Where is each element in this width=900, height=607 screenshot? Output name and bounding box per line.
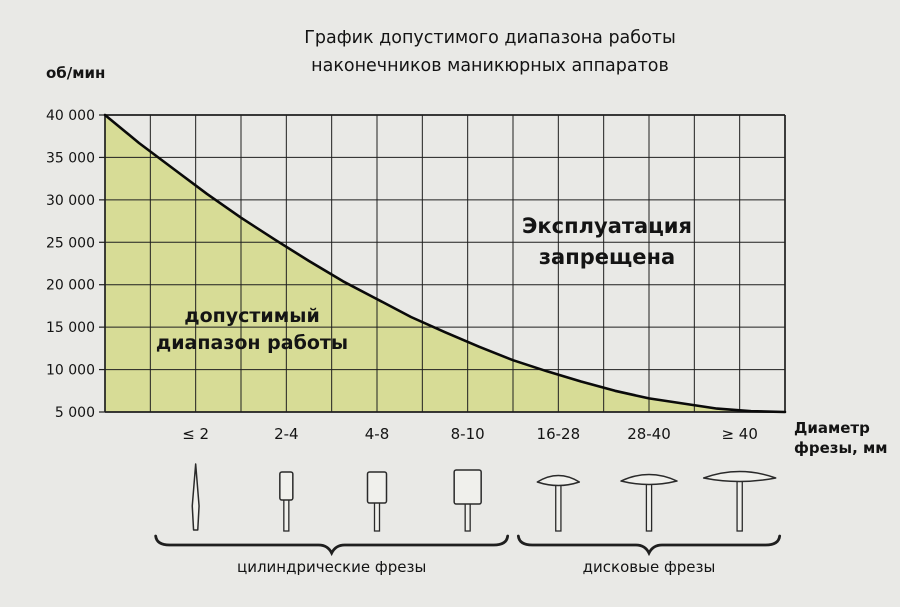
- chart-title-line1: График допустимого диапазона работы: [304, 28, 676, 48]
- y-tick-label: 15 000: [46, 320, 95, 336]
- cylinder-large-stem: [464, 501, 471, 532]
- forbidden-region-label-line2: запрещена: [539, 245, 675, 269]
- y-tick-label: 5 000: [55, 405, 95, 421]
- x-axis-label-line2: фрезы, мм: [794, 439, 888, 457]
- disc-large-icon: [702, 470, 777, 483]
- allowed-region-fill: [105, 115, 785, 412]
- disc-small-icon: [536, 474, 581, 487]
- limit-curve: [103, 113, 787, 414]
- x-axis-label-line1: Диаметр: [794, 419, 870, 437]
- disc-large-stem: [736, 476, 743, 532]
- y-axis-unit-label: об/мин: [46, 64, 106, 82]
- y-tick-label: 20 000: [46, 278, 95, 294]
- group-label: цилиндрические фрезы: [237, 558, 426, 576]
- disc-medium-icon: [620, 473, 678, 486]
- group-label: дисковые фрезы: [583, 558, 716, 576]
- y-tick-label: 35 000: [46, 150, 95, 166]
- cylinder-small-icon: [279, 471, 294, 501]
- y-tick-label: 10 000: [46, 363, 95, 379]
- x-category-label: 16-28: [537, 425, 581, 443]
- tool-icons: [191, 463, 777, 532]
- chart-title: График допустимого диапазона работы нако…: [150, 24, 830, 80]
- x-category-label: 4-8: [365, 425, 390, 443]
- forbidden-region-label-line1: Эксплуатация: [522, 214, 692, 238]
- y-tick-label: 40 000: [46, 108, 95, 124]
- cylinder-medium-stem: [373, 500, 381, 532]
- cylinder-small-stem: [283, 497, 290, 532]
- x-category-label: ≥ 40: [721, 425, 757, 443]
- needle-icon: [191, 463, 200, 531]
- x-category-label: 28-40: [627, 425, 671, 443]
- allowed-region-label-line2: диапазон работы: [156, 332, 348, 354]
- x-category-label: ≤ 2: [182, 425, 209, 443]
- y-tick-label: 25 000: [46, 235, 95, 251]
- y-tick-label: 30 000: [46, 193, 95, 209]
- x-category-label: 8-10: [451, 425, 485, 443]
- group-brace: [154, 534, 510, 557]
- x-category-label: 2-4: [274, 425, 299, 443]
- chart-title-line2: наконечников маникюрных аппаратов: [311, 56, 669, 76]
- allowed-region-label-line1: допустимый: [184, 305, 320, 327]
- group-brace: [516, 534, 782, 557]
- disc-small-stem: [555, 480, 562, 532]
- cylinder-large-icon: [453, 469, 482, 505]
- cylinder-medium-icon: [366, 471, 388, 504]
- disc-medium-stem: [645, 479, 653, 532]
